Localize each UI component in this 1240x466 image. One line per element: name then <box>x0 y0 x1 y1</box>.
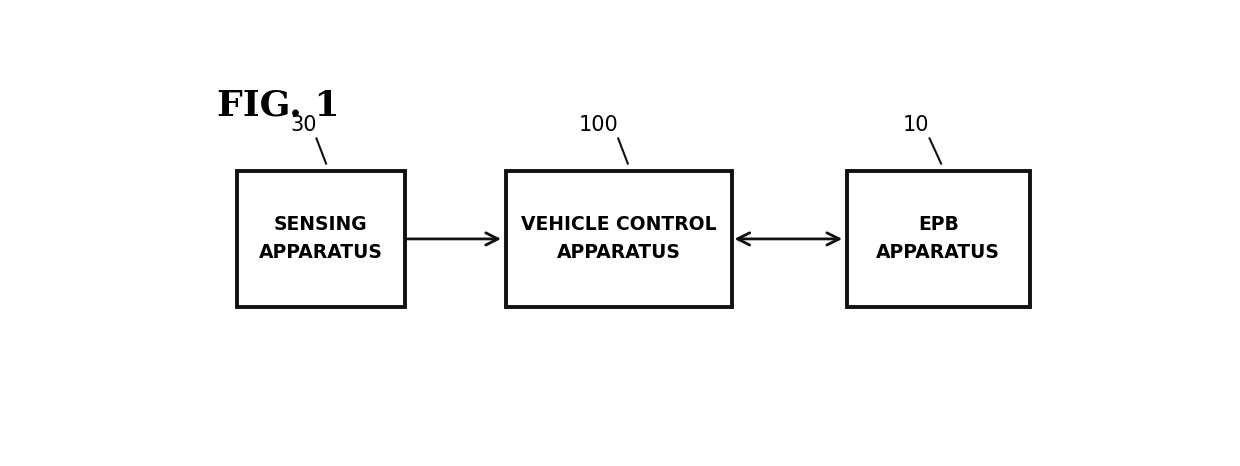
Text: 30: 30 <box>290 115 317 135</box>
Text: EPB
APPARATUS: EPB APPARATUS <box>877 215 1001 262</box>
Text: VEHICLE CONTROL
APPARATUS: VEHICLE CONTROL APPARATUS <box>521 215 717 262</box>
Text: 100: 100 <box>579 115 619 135</box>
Text: SENSING
APPARATUS: SENSING APPARATUS <box>259 215 383 262</box>
Bar <box>237 171 404 307</box>
Bar <box>847 171 1029 307</box>
Text: FIG. 1: FIG. 1 <box>217 88 340 122</box>
Bar <box>506 171 732 307</box>
Text: 10: 10 <box>903 115 929 135</box>
